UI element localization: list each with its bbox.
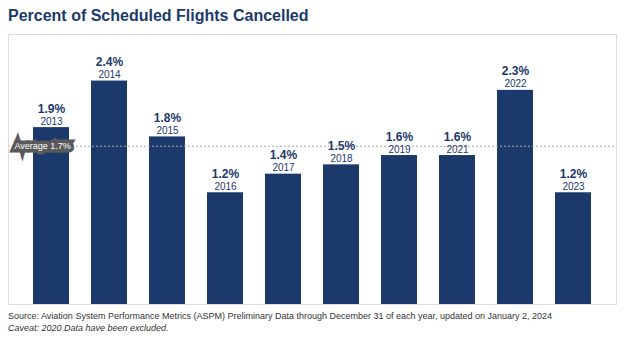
svg-text:2016: 2016 xyxy=(214,181,237,192)
svg-text:1.8%: 1.8% xyxy=(154,111,182,125)
svg-text:1.5%: 1.5% xyxy=(328,139,356,153)
svg-text:2014: 2014 xyxy=(98,69,121,80)
svg-text:2015: 2015 xyxy=(156,125,179,136)
svg-text:1.4%: 1.4% xyxy=(270,148,298,162)
svg-text:Average 1.7%: Average 1.7% xyxy=(15,141,71,151)
svg-text:1.2%: 1.2% xyxy=(212,167,240,181)
svg-text:2.4%: 2.4% xyxy=(96,55,124,69)
svg-text:2017: 2017 xyxy=(272,162,295,173)
svg-text:1.2%: 1.2% xyxy=(560,167,588,181)
html-text:Caveat: 2020 Data have been ex: Caveat: 2020 Data have been excluded. xyxy=(8,323,169,333)
svg-text:2021: 2021 xyxy=(446,144,469,155)
svg-text:2018: 2018 xyxy=(330,153,353,164)
svg-text:2023: 2023 xyxy=(562,181,585,192)
svg-text:2.3%: 2.3% xyxy=(502,64,530,78)
svg-text:1.6%: 1.6% xyxy=(444,130,472,144)
html-text:Percent of Scheduled Flights C: Percent of Scheduled Flights Cancelled xyxy=(8,7,309,24)
svg-text:1.6%: 1.6% xyxy=(386,130,414,144)
svg-text:1.9%: 1.9% xyxy=(38,102,66,116)
svg-text:2013: 2013 xyxy=(40,116,63,127)
svg-text:2019: 2019 xyxy=(388,144,411,155)
svg-text:2022: 2022 xyxy=(504,78,527,89)
html-text:Source: Aviation System Perfor: Source: Aviation System Performance Metr… xyxy=(8,311,553,321)
